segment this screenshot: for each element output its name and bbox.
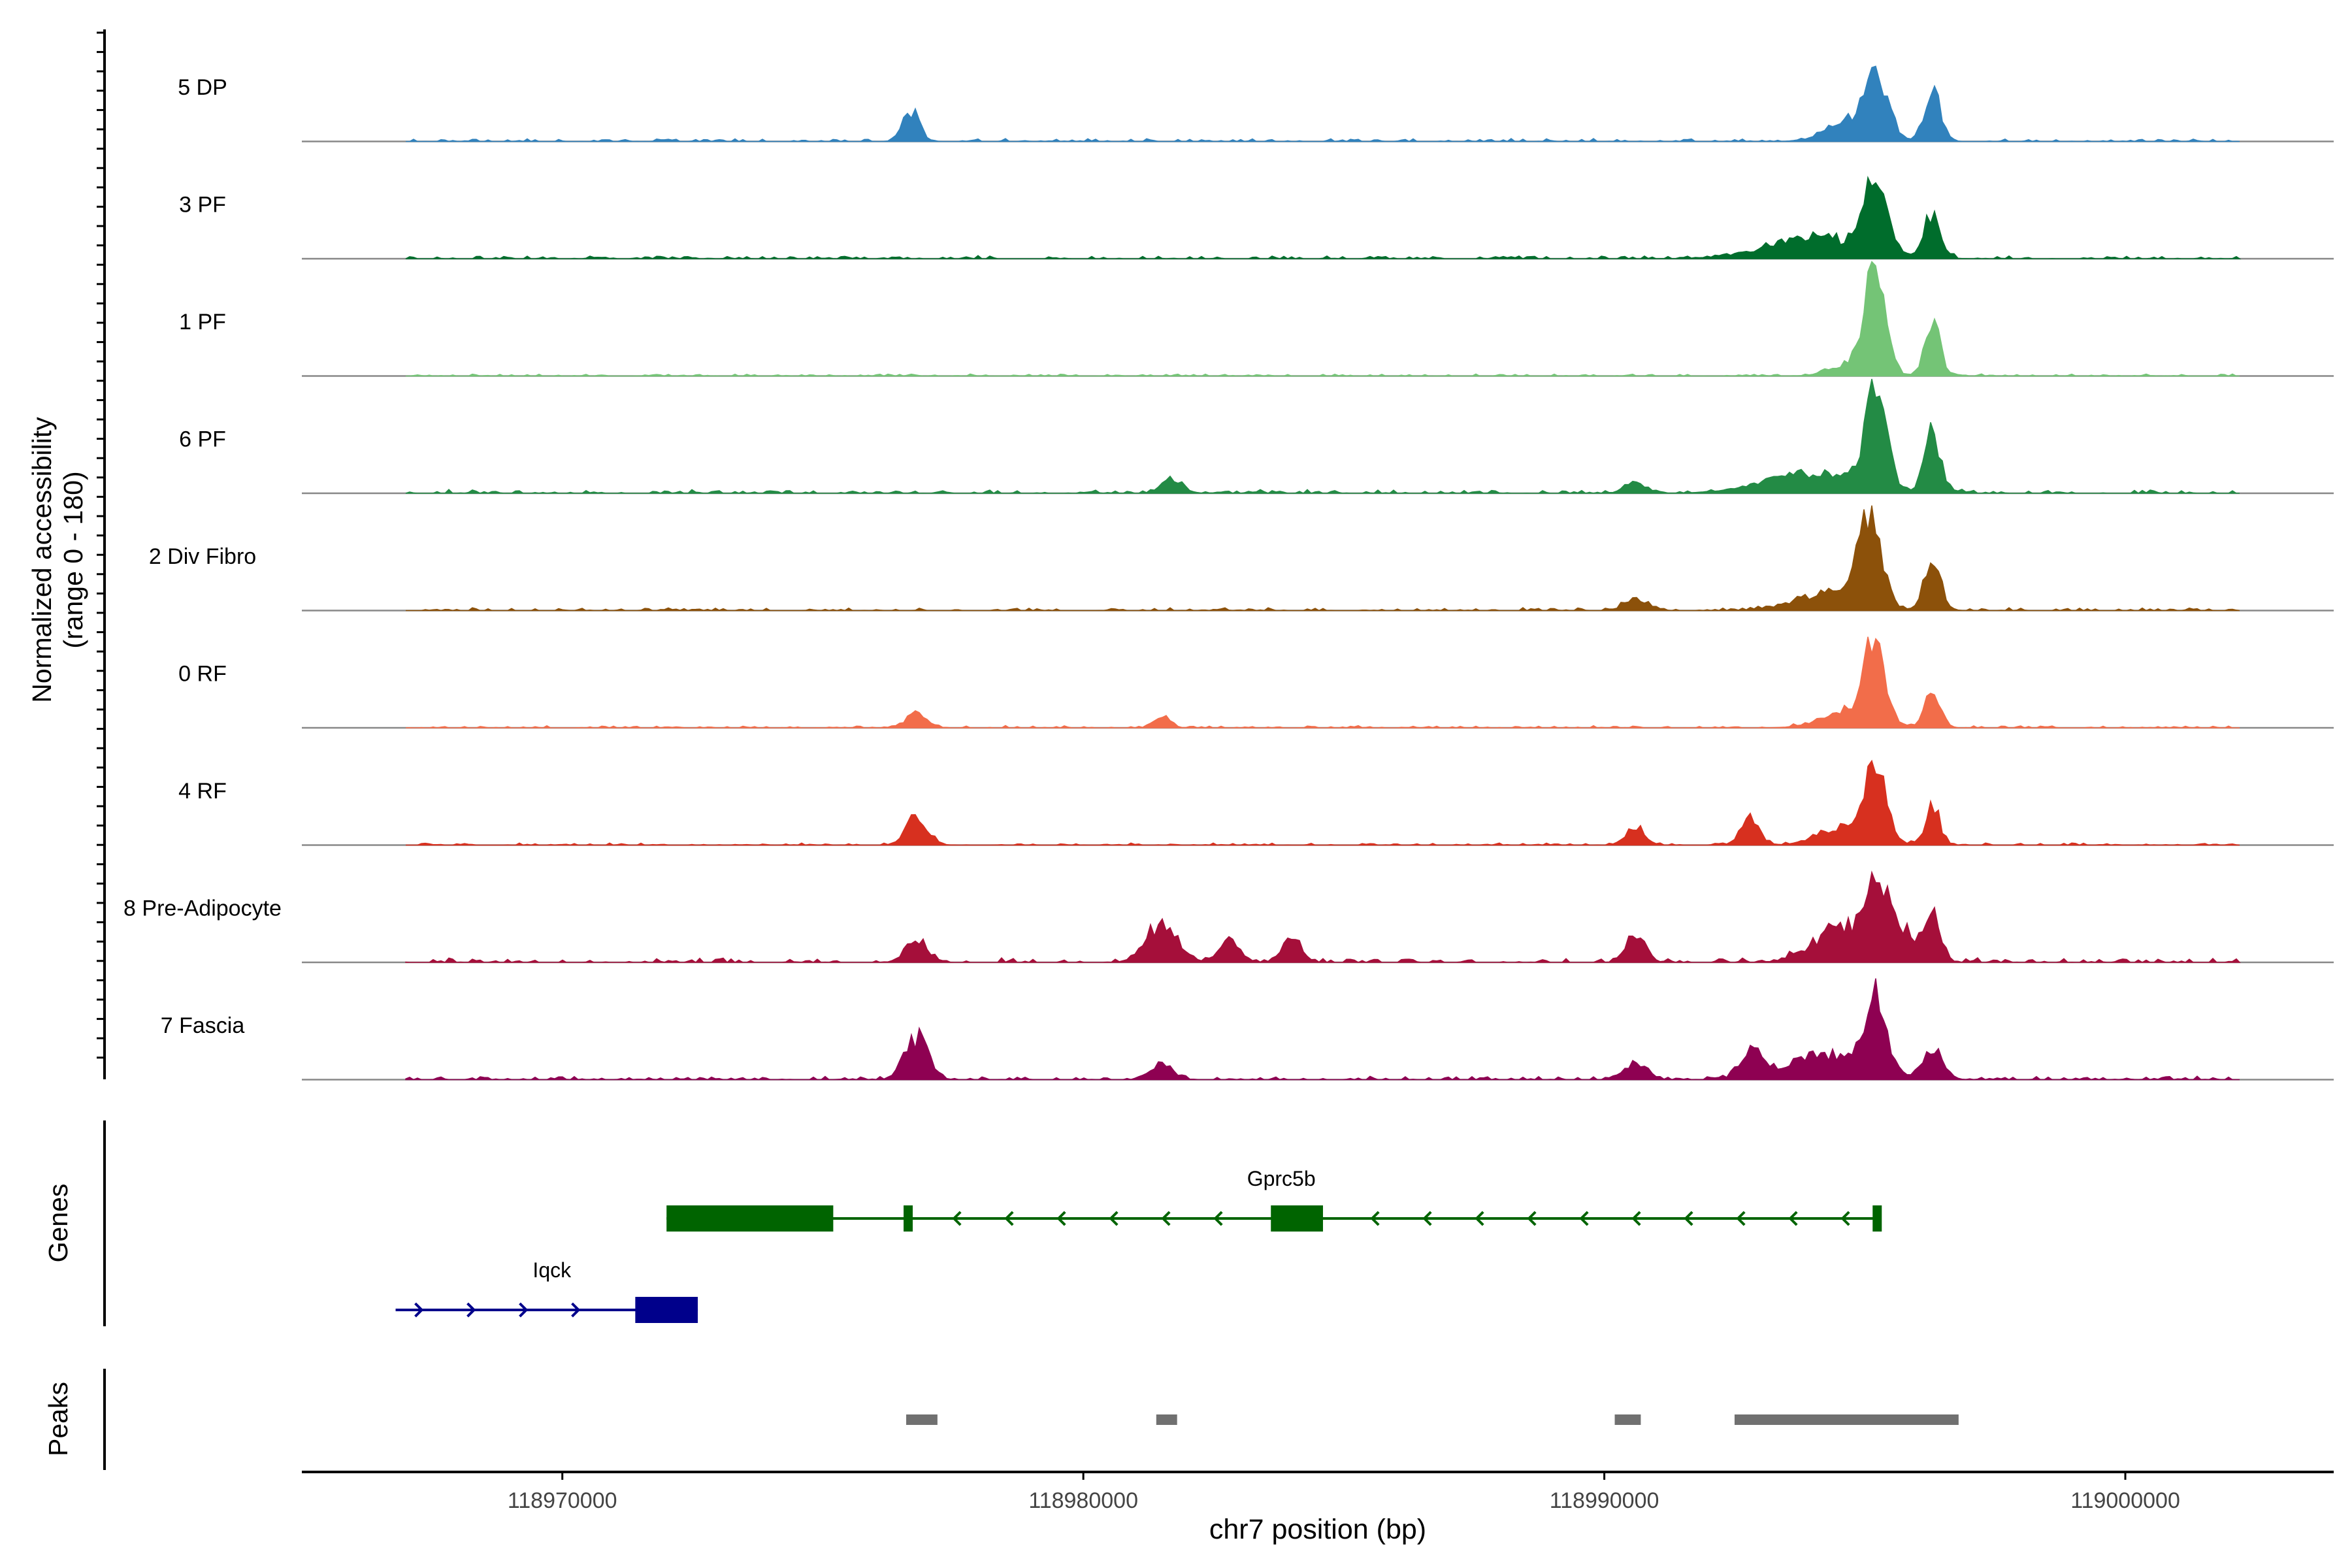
- coverage-y-axis: [97, 29, 106, 1079]
- y-axis-label-line1: Normalized accessibility: [27, 417, 57, 703]
- peak-region: [1614, 1414, 1641, 1425]
- coverage-tracks: 5 DP 3 PF 1 PF 6 PF 2 Div Fibro 0 RF 4 RF 8 Pre…: [123, 65, 2334, 1081]
- strand-arrow: [466, 1302, 476, 1318]
- track-label: 1 PF: [179, 310, 226, 335]
- strand-arrow: [519, 1302, 529, 1318]
- track-label: 2 Div Fibro: [149, 544, 256, 569]
- strand-arrow: [571, 1302, 581, 1318]
- gene-label: Iqck: [532, 1258, 572, 1282]
- gene-label: Gprc5b: [1247, 1167, 1316, 1190]
- gene-exon: [635, 1297, 698, 1323]
- peak-region: [906, 1414, 938, 1425]
- strand-arrow: [1213, 1211, 1223, 1226]
- gene-exon: [666, 1205, 834, 1232]
- x-axis-ticks: 118970000 118980000 118990000 119000000: [508, 1472, 2180, 1513]
- track-8: 7 Fascia: [161, 978, 2334, 1081]
- track-label: 6 PF: [179, 427, 226, 452]
- gene-exon: [1271, 1205, 1323, 1232]
- y-axis-label-line2: (range 0 - 180): [58, 471, 88, 648]
- strand-arrow: [1579, 1211, 1589, 1226]
- strand-arrow: [1684, 1211, 1693, 1226]
- track-label: 3 PF: [179, 193, 226, 218]
- x-axis-title: chr7 position (bp): [1209, 1514, 1426, 1545]
- x-tick-label: 118970000: [508, 1488, 617, 1513]
- strand-arrow: [1370, 1211, 1380, 1226]
- coverage-area: [406, 759, 2240, 846]
- peak-regions: [906, 1414, 1959, 1425]
- peak-region: [1156, 1414, 1177, 1425]
- x-tick-label: 118980000: [1028, 1488, 1138, 1513]
- strand-arrow: [1736, 1211, 1746, 1226]
- strand-arrow: [1109, 1211, 1119, 1226]
- strand-arrow: [1475, 1211, 1484, 1226]
- peaks-panel-label: Peaks: [43, 1382, 73, 1456]
- track-2: 1 PF: [179, 261, 2334, 377]
- track-7: 8 Pre-Adipocyte: [123, 870, 2334, 964]
- gene-iqck: Iqck: [395, 1258, 698, 1323]
- coverage-area: [405, 870, 2241, 964]
- gene-exon: [1872, 1205, 1882, 1232]
- coverage-area: [405, 978, 2240, 1081]
- track-3: 6 PF: [179, 378, 2334, 495]
- strand-arrow: [1161, 1211, 1171, 1226]
- track-4: 2 Div Fibro: [149, 505, 2334, 612]
- strand-arrow: [1631, 1211, 1641, 1226]
- gene-exon: [904, 1205, 913, 1232]
- genes-panel-label: Genes: [43, 1184, 73, 1263]
- gene-gprc5b: Gprc5b: [666, 1167, 1882, 1232]
- strand-arrow: [1527, 1211, 1537, 1226]
- strand-arrow: [1422, 1211, 1432, 1226]
- strand-arrow: [1788, 1211, 1798, 1226]
- track-1: 3 PF: [179, 175, 2334, 260]
- track-6: 4 RF: [178, 759, 2334, 846]
- coverage-area: [405, 378, 2240, 494]
- track-0: 5 DP: [178, 65, 2334, 142]
- coverage-area: [405, 636, 2240, 728]
- x-tick-label: 119000000: [2070, 1488, 2180, 1513]
- track-label: 7 Fascia: [161, 1013, 245, 1038]
- strand-arrow: [952, 1211, 962, 1226]
- x-tick-label: 118990000: [1550, 1488, 1659, 1513]
- track-label: 8 Pre-Adipocyte: [123, 896, 282, 921]
- peak-region: [1734, 1414, 1959, 1425]
- coverage-area: [406, 65, 2240, 142]
- coverage-area: [406, 505, 2240, 612]
- track-5: 0 RF: [178, 636, 2334, 729]
- strand-arrow: [414, 1302, 424, 1318]
- track-label: 5 DP: [178, 75, 227, 100]
- track-label: 4 RF: [178, 779, 227, 804]
- strand-arrow: [1840, 1211, 1850, 1226]
- coverage-area: [405, 175, 2242, 259]
- strand-arrow: [1004, 1211, 1014, 1226]
- gene-annotations: Gprc5b Iqck: [395, 1167, 1882, 1323]
- strand-arrow: [1056, 1211, 1066, 1226]
- track-label: 0 RF: [178, 662, 227, 687]
- coverage-area: [406, 261, 2240, 377]
